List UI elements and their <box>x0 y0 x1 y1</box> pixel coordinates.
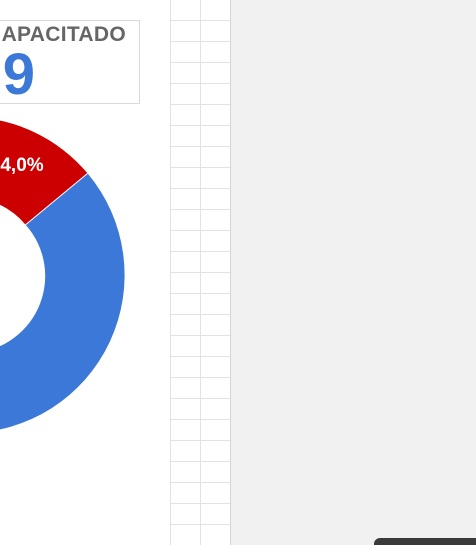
kpi-title: APACITADO <box>1 23 126 46</box>
slice-divider <box>25 173 88 226</box>
sheet-background <box>231 0 476 545</box>
spreadsheet-grid[interactable] <box>170 0 231 545</box>
donut-slice-label: 4,0% <box>0 155 43 176</box>
dashboard-panel: APACITADO 9 4,0% <box>0 0 170 545</box>
sheet-tab[interactable] <box>374 538 476 545</box>
donut-chart[interactable]: 4,0% <box>0 0 170 545</box>
kpi-value: 9 <box>2 42 35 107</box>
donut-slice-blue[interactable] <box>0 173 125 433</box>
kpi-scorecard[interactable]: APACITADO 9 <box>0 20 140 107</box>
donut-slice-red[interactable] <box>0 117 88 225</box>
